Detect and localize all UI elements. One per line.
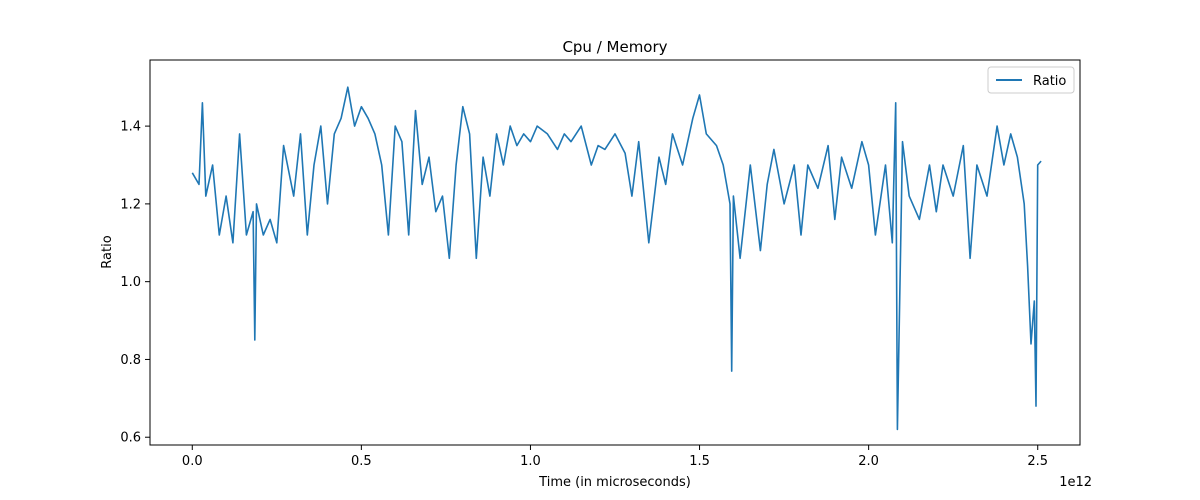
y-tick-label: 1.0 — [120, 275, 141, 290]
y-tick-label: 1.2 — [120, 197, 141, 212]
x-axis-label: Time (in microseconds) — [538, 475, 691, 490]
x-tick-label: 0.0 — [182, 454, 203, 469]
x-tick-label: 1.5 — [689, 454, 710, 469]
x-tick-label: 2.5 — [1027, 454, 1048, 469]
y-tick-label: 0.8 — [120, 353, 141, 368]
legend: Ratio — [987, 66, 1075, 94]
plot-area — [191, 86, 1042, 431]
series-line-ratio — [191, 86, 1042, 431]
y-axis-label: Ratio — [100, 235, 115, 268]
x-axis-offset-label: 1e12 — [1059, 475, 1092, 490]
legend-label-ratio: Ratio — [1033, 74, 1066, 89]
y-tick-label: 1.4 — [120, 120, 141, 135]
y-tick-label: 0.6 — [120, 431, 141, 446]
x-tick-label: 2.0 — [858, 454, 879, 469]
x-tick-label: 1.0 — [520, 454, 541, 469]
x-axis: 0.0 0.5 1.0 1.5 2.0 2.5 — [182, 445, 1048, 469]
chart-title: Cpu / Memory — [562, 38, 667, 56]
plot-frame — [149, 59, 1081, 446]
x-tick-label: 0.5 — [351, 454, 372, 469]
legend-box — [987, 66, 1075, 94]
y-axis: 0.6 0.8 1.0 1.2 1.4 — [120, 120, 150, 446]
